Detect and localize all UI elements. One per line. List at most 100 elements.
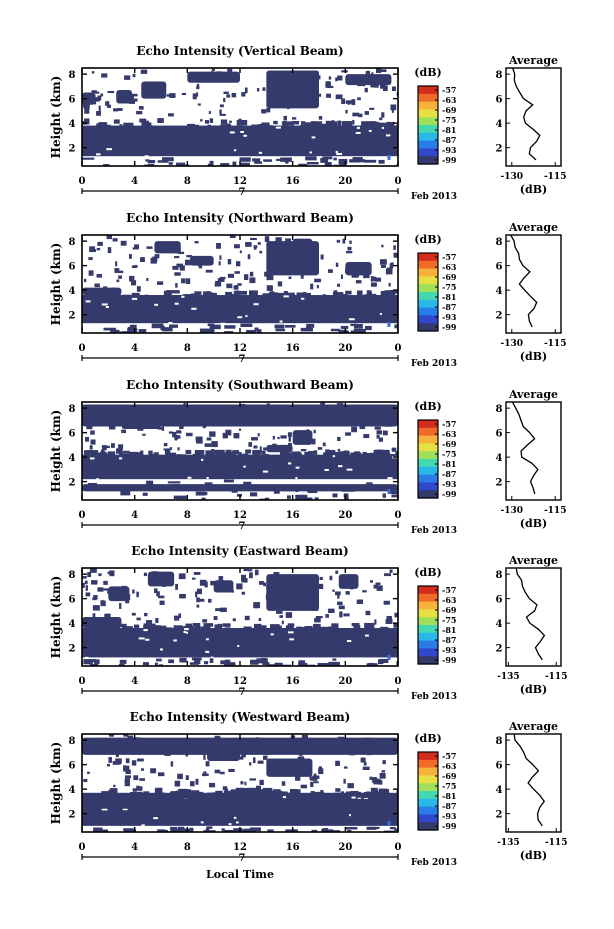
profile-y-tick-label: 6	[496, 429, 503, 440]
profile-x-tick-label: -115	[544, 172, 567, 182]
colorbar-segment	[418, 798, 438, 808]
x-tick-label: 0	[395, 676, 402, 687]
colorbar-segment	[418, 307, 438, 316]
colorbar-segment	[418, 822, 438, 831]
profile-y-tick-label: 6	[496, 262, 503, 273]
profile-x-tick-label: -130	[501, 339, 524, 349]
colorbar-tick-label: -87	[442, 469, 456, 479]
y-tick-label: 8	[69, 570, 76, 581]
x-tick-label: 0	[79, 676, 86, 687]
profile-y-tick-label: 2	[496, 478, 503, 489]
colorbar-segment	[418, 292, 438, 301]
heatmap-cells	[82, 402, 398, 500]
colorbar-segment	[418, 315, 438, 324]
profile-frame	[505, 567, 562, 667]
colorbar-segment	[418, 459, 438, 468]
colorbar-tick-label: -99	[442, 155, 457, 165]
colorbar-tick-label: -69	[442, 439, 457, 449]
x-tick-label: 8	[184, 676, 191, 687]
echo-patch	[266, 574, 319, 611]
y-axis-label: Height (km)	[49, 76, 63, 159]
y-tick-label: 4	[69, 619, 76, 630]
x-tick-label: 4	[131, 343, 138, 354]
profile-title: Average	[508, 554, 558, 567]
x-tick-label: 0	[79, 343, 86, 354]
colorbar-segment	[418, 775, 438, 784]
panel-5: Echo Intensity (Westward Beam) 2 4 6 8 Height…	[49, 710, 567, 868]
profile-y-tick-label: 4	[496, 453, 503, 464]
colorbar-segment	[418, 466, 438, 476]
profile-y-tick-label: 2	[496, 644, 503, 655]
y-tick-label: 8	[69, 736, 76, 747]
colorbar-segment	[418, 656, 438, 665]
y-axis-label: Height (km)	[49, 742, 63, 825]
colorbar-tick-label: -69	[442, 272, 457, 282]
colorbar-segment	[418, 435, 438, 444]
colorbar-tick-label: -81	[442, 625, 456, 635]
colorbar-unit: (dB)	[414, 566, 441, 579]
x-tick-label: 0	[79, 510, 86, 521]
profile-y-tick-label: 4	[496, 619, 503, 630]
colorbar-tick-label: -63	[442, 95, 457, 105]
echo-patch	[121, 420, 161, 429]
profile-x-label: (dB)	[520, 517, 547, 530]
colorbar-segment	[418, 140, 438, 149]
profile-y-tick-label: 4	[496, 119, 503, 130]
colorbar-segment	[418, 648, 438, 657]
colorbar-segment	[418, 276, 438, 285]
x-tick-label: 20	[338, 343, 352, 354]
x-tick-label: 12	[233, 676, 247, 687]
y-tick-label: 2	[69, 144, 76, 155]
colorbar-segment	[418, 420, 438, 429]
colorbar-segment	[418, 109, 438, 118]
colorbar-tick-label: -81	[442, 459, 456, 469]
colorbar-tick-label: -93	[442, 479, 457, 489]
profile-line	[513, 733, 546, 827]
heatmap-title: Echo Intensity (Eastward Beam)	[131, 544, 348, 558]
profile-y-tick-label: 8	[496, 404, 503, 415]
heatmap-cells	[82, 734, 398, 832]
colorbar-segment	[418, 586, 438, 595]
y-tick-label: 4	[69, 785, 76, 796]
colorbar-tick-label: -93	[442, 312, 457, 322]
profile-x-label: (dB)	[520, 183, 547, 196]
colorbar-segment	[418, 268, 438, 277]
profile-line	[510, 234, 538, 328]
colorbar-segment	[418, 617, 438, 626]
echo-patch	[189, 255, 214, 266]
heatmap-cells	[82, 235, 398, 333]
y-tick-label: 2	[69, 810, 76, 821]
y-tick-label: 2	[69, 311, 76, 322]
echo-patch	[141, 81, 167, 99]
echo-patch	[292, 238, 313, 251]
colorbar-segment	[418, 125, 438, 134]
profile-y-tick-label: 4	[496, 785, 503, 796]
profile-x-tick-label: -115	[544, 339, 567, 349]
x-tick-label: 4	[131, 176, 138, 187]
x-tick-label: 20	[338, 176, 352, 187]
echo-patch	[82, 617, 122, 629]
y-tick-label: 2	[69, 478, 76, 489]
colorbar-segment	[418, 474, 438, 483]
colorbar-tick-label: -57	[442, 419, 456, 429]
date-label: Feb 2013	[411, 692, 457, 702]
profile-x-label: (dB)	[520, 683, 547, 696]
x-tick-label: 0	[395, 510, 402, 521]
profile-x-label: (dB)	[520, 350, 547, 363]
colorbar-segment	[418, 640, 438, 649]
profile-y-tick-label: 6	[496, 95, 503, 106]
colorbar-segment	[418, 253, 438, 262]
profile-y-tick-label: 8	[496, 237, 503, 248]
colorbar-segment	[418, 767, 438, 776]
colorbar-tick-label: -87	[442, 635, 456, 645]
y-tick-label: 4	[69, 453, 76, 464]
colorbar-segment	[418, 299, 438, 309]
x-tick-label: 0	[79, 842, 86, 853]
x-tick-label: 12	[233, 343, 247, 354]
profile-y-tick-label: 2	[496, 810, 503, 821]
echo-patch	[116, 90, 133, 104]
y-tick-label: 4	[69, 286, 76, 297]
x-tick-label: 20	[338, 842, 352, 853]
colorbar-tick-label: -69	[442, 771, 457, 781]
